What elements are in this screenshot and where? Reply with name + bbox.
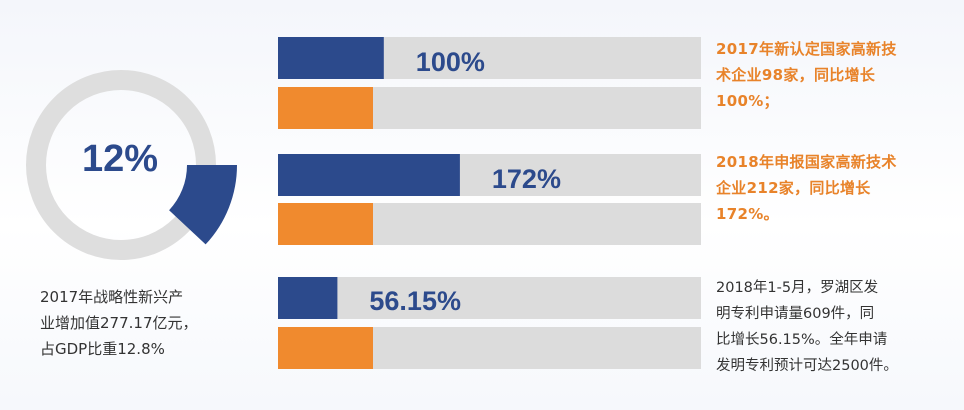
note-line: 明专利申请量609件，同 bbox=[716, 306, 875, 322]
left-caption: 2017年战略性新兴产 业增加值277.17亿元， 占GDP比重12.8% bbox=[40, 284, 240, 362]
note-block-3: 2018年1-5月，罗湖区发 明专利申请量609件，同 比增长56.15%。全年… bbox=[716, 275, 956, 379]
note-block-2: 2018年申报国家高新技术 企业212家，同比增长 172%。 bbox=[716, 149, 956, 227]
left-caption-line: 占GDP比重12.8% bbox=[40, 340, 165, 358]
note-line: 术企业98家，同比增长 bbox=[716, 66, 876, 84]
bar-orange bbox=[278, 327, 373, 369]
note-line: 2017年新认定国家高新技 bbox=[716, 40, 897, 58]
note-line: 2018年申报国家高新技术 bbox=[716, 153, 897, 171]
left-caption-line: 业增加值277.17亿元， bbox=[40, 314, 198, 332]
donut-percent-label: 12% bbox=[81, 138, 159, 180]
donut-value-arc bbox=[169, 165, 238, 245]
bar-group-3: 56.15% bbox=[278, 277, 701, 369]
note-block-1: 2017年新认定国家高新技 术企业98家，同比增长 100%； bbox=[716, 36, 956, 114]
bar-group-1: 100% bbox=[278, 37, 701, 129]
note-line: 企业212家，同比增长 bbox=[716, 179, 871, 197]
bar-orange bbox=[278, 203, 373, 245]
bar-value-label: 100% bbox=[416, 47, 485, 77]
note-line: 172%。 bbox=[716, 205, 779, 223]
bar-track bbox=[278, 277, 701, 319]
donut-chart bbox=[26, 70, 238, 260]
note-line: 比增长56.15%。全年申请 bbox=[716, 332, 888, 348]
bar-blue bbox=[278, 37, 384, 79]
note-line: 2018年1-5月，罗湖区发 bbox=[716, 280, 879, 296]
bar-blue bbox=[278, 154, 460, 196]
bar-orange bbox=[278, 87, 373, 129]
bar-value-label: 56.15% bbox=[369, 286, 461, 316]
bar-blue bbox=[278, 277, 338, 319]
bar-group-2: 172% bbox=[278, 154, 701, 245]
bar-value-label: 172% bbox=[492, 164, 561, 194]
note-line: 100%； bbox=[716, 92, 779, 110]
note-line: 发明专利预计可达2500件。 bbox=[716, 358, 898, 374]
left-caption-line: 2017年战略性新兴产 bbox=[40, 288, 184, 306]
